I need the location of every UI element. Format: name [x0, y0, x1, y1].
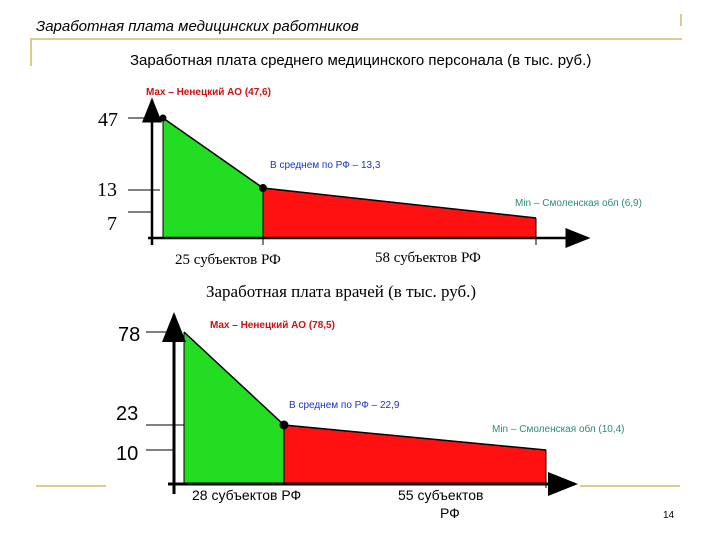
y-tick-label: 47: [98, 109, 118, 131]
average-point: [259, 184, 267, 192]
red-area: [263, 188, 536, 238]
y-tick-label: 23: [116, 403, 138, 425]
footer-line: [36, 485, 106, 487]
x-label-line: 55 субъектов: [398, 487, 483, 503]
y-tick-label: 7: [107, 213, 117, 235]
title-frame: [30, 14, 682, 40]
green-area: [163, 118, 263, 238]
footer-line: [580, 485, 680, 487]
x-label-above-average: 25 субъектов РФ: [175, 252, 281, 268]
min-annotation: Min – Смоленская обл (6,9): [515, 197, 642, 209]
x-label-line: РФ: [440, 505, 460, 521]
green-area: [184, 332, 284, 484]
chart-title-doctors: Заработная плата врачей (в тыс. руб.): [206, 282, 477, 301]
y-tick-label: 10: [116, 443, 138, 465]
page-number: 14: [663, 510, 675, 521]
y-tick-label: 13: [97, 179, 117, 201]
min-annotation: Min – Смоленская обл (10,4): [492, 423, 625, 435]
title-frame-left: [30, 38, 32, 66]
x-label-below-average: 55 субъектов РФ: [398, 487, 483, 521]
x-label-below-average: 58 субъектов РФ: [375, 250, 481, 266]
average-point: [279, 420, 289, 430]
max-point: [159, 114, 167, 122]
max-annotation: Max – Ненецкий АО (47,6): [146, 87, 271, 98]
slide-title: Заработная плата медицинских работников: [36, 18, 359, 35]
y-tick-label: 78: [118, 324, 140, 346]
chart-title-nurses: Заработная плата среднего медицинского п…: [130, 52, 592, 69]
title-frame-right: [680, 14, 682, 26]
max-annotation: Max – Ненецкий АО (78,5): [210, 320, 335, 331]
red-area: [284, 425, 546, 484]
x-label-above-average: 28 субъектов РФ: [192, 487, 301, 503]
average-annotation: В среднем по РФ – 13,3: [270, 160, 381, 171]
average-annotation: В среднем по РФ – 22,9: [289, 400, 400, 411]
